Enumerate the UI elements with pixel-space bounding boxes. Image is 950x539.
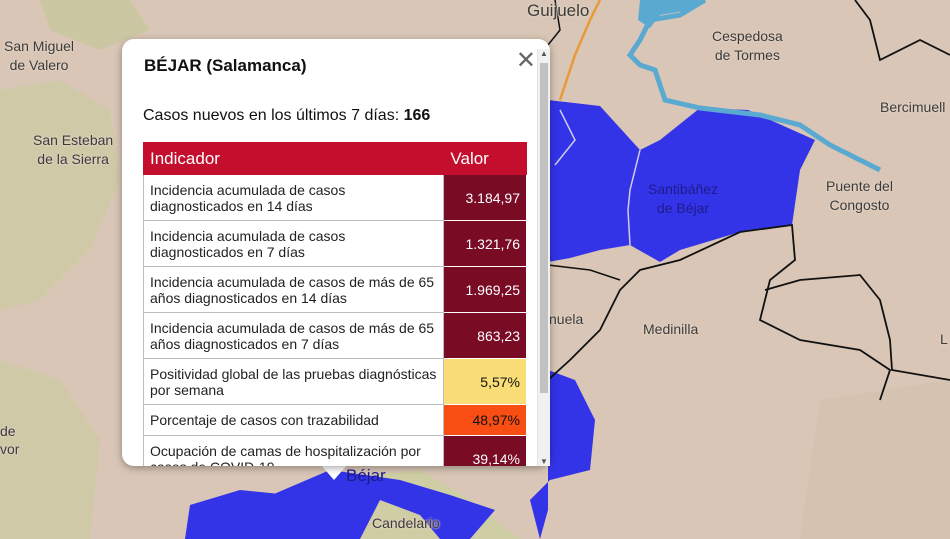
indicator-cell: Incidencia acumulada de casos diagnostic… <box>143 174 445 221</box>
value-cell: 1.969,25 <box>443 266 527 313</box>
header-value: Valor <box>443 142 527 175</box>
indicator-cell: Positividad global de las pruebas diagnó… <box>143 358 445 405</box>
place-san-miguel-de-valero: San Miguel de Valero <box>4 38 75 73</box>
scroll-down-arrow-icon[interactable]: ▼ <box>540 457 548 466</box>
table-row: Incidencia acumulada de casos diagnostic… <box>143 174 527 221</box>
value-cell: 863,23 <box>443 312 527 359</box>
place-san-esteban-de-la-sierra: San Esteban de la Sierra <box>33 132 114 167</box>
close-icon[interactable]: ✕ <box>515 47 536 74</box>
boundary-line-1 <box>547 223 892 401</box>
place-puente-del-congosto: Puente del Congosto <box>826 178 893 213</box>
place-santibanez-de-bejar: Santibáñez de Béjar <box>648 181 719 216</box>
info-popup: ✕ BÉJAR (Salamanca) Casos nuevos en los … <box>122 39 550 466</box>
region-santibanez[interactable] <box>548 100 815 262</box>
indicator-cell: Ocupación de camas de hospitalización po… <box>143 435 445 466</box>
table-row: Incidencia acumulada de casos diagnostic… <box>143 220 527 267</box>
forest-area-west <box>0 80 120 310</box>
place-bejar: Béjar <box>346 466 386 485</box>
table-row: Porcentaje de casos con trazabilidad 48,… <box>143 404 527 436</box>
forest-area-northwest <box>40 0 150 50</box>
boundary-line-5 <box>547 0 561 46</box>
place-de: de <box>0 423 16 439</box>
place-nuela: nuela <box>549 311 584 327</box>
indicator-cell: Porcentaje de casos con trazabilidad <box>143 404 445 436</box>
new-cases-value: 166 <box>403 107 431 124</box>
value-cell: 1.321,76 <box>443 220 527 267</box>
table-row: Positividad global de las pruebas diagnó… <box>143 358 527 405</box>
place-bercimuelle: Bercimuell <box>880 99 946 115</box>
new-cases-label: Casos nuevos en los últimos 7 días: <box>143 107 404 124</box>
forest-area-east <box>800 380 950 539</box>
place-vor: vor <box>0 441 20 457</box>
scroll-up-arrow-icon[interactable]: ▲ <box>540 49 548 58</box>
region-candelario[interactable] <box>185 470 350 539</box>
boundary-line-4 <box>547 264 621 281</box>
forest-area-southwest <box>0 360 100 539</box>
popup-title: BÉJAR (Salamanca) <box>144 56 307 75</box>
place-cespedosa-de-tormes: Cespedosa de Tormes <box>712 28 783 63</box>
table-row: Incidencia acumulada de casos de más de … <box>143 312 527 359</box>
indicator-cell: Incidencia acumulada de casos de más de … <box>143 266 445 313</box>
table-row: Incidencia acumulada de casos de más de … <box>143 266 527 313</box>
new-cases-line: Casos nuevos en los últimos 7 días: 166 <box>143 107 430 125</box>
value-cell: 48,97% <box>443 404 527 436</box>
indicator-table-container[interactable]: Indicador Valor Incidencia acumulada de … <box>143 142 527 466</box>
value-cell: 5,57% <box>443 358 527 405</box>
popup-scrollbar[interactable]: ▲ ▼ <box>537 49 550 466</box>
boundary-line-3 <box>854 0 950 62</box>
popup-tail <box>320 464 348 480</box>
value-cell: 3.184,97 <box>443 174 527 221</box>
boundary-white <box>554 109 641 246</box>
indicator-cell: Incidencia acumulada de casos diagnostic… <box>143 220 445 267</box>
place-medinilla: Medinilla <box>643 321 699 337</box>
river-reservoir <box>638 0 700 28</box>
road-orange <box>558 0 602 101</box>
place-guijuelo: Guijuelo <box>527 1 590 20</box>
boundary-line-2 <box>764 274 950 381</box>
header-indicator: Indicador <box>143 142 445 175</box>
table-row: Ocupación de camas de hospitalización po… <box>143 435 527 466</box>
place-candelario: Candelario <box>372 515 440 531</box>
place-l: L <box>940 331 948 347</box>
scroll-thumb[interactable] <box>540 63 548 393</box>
indicator-cell: Incidencia acumulada de casos de más de … <box>143 312 445 359</box>
value-cell: 39,14% <box>443 435 527 466</box>
river-tormes <box>626 0 882 173</box>
indicator-table: Indicador Valor Incidencia acumulada de … <box>143 142 527 466</box>
